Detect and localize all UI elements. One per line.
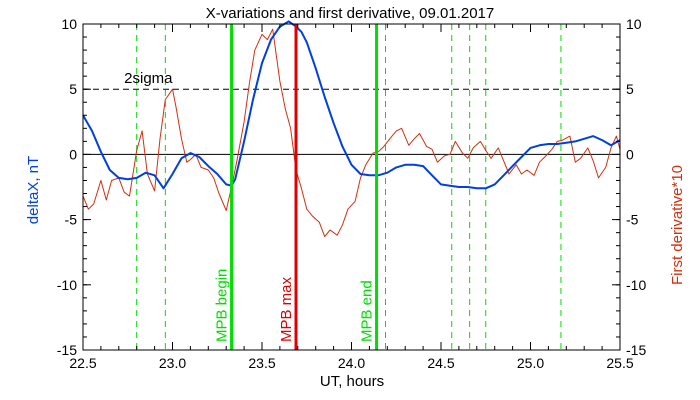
chart-title: X-variations and first derivative, 09.01… [206,5,495,22]
y-tick-label-right: -5 [626,212,639,228]
marker-layer: MPB begin MPB max MPB end [214,24,379,350]
y-tick-label-left: -5 [65,212,78,228]
marker-label-mpb-end: MPB end [359,280,376,342]
x-tick-label: 23.0 [159,355,186,371]
y-axis-title-right: First derivative*10 [669,165,686,285]
x-tick-label: 23.5 [248,355,275,371]
y-axis-title-left: deltaX, nT [25,156,42,224]
x-tick-label: 22.5 [69,355,96,371]
y-tick-label-left: 10 [61,16,77,32]
marker-label-mpb-max: MPB max [278,276,295,342]
series-deltax-line [82,20,621,190]
marker-label-mpb-begin: MPB begin [214,269,231,342]
y-tick-label-left: 5 [69,81,77,97]
y-tick-label-left: -10 [57,277,77,293]
reference-lines [83,24,620,350]
y-tick-label-right: 5 [626,81,634,97]
x-tick-label: 24.5 [427,355,454,371]
y-tick-label-right: 0 [626,146,634,162]
x-tick-label: 25.0 [517,355,544,371]
y-tick-label-left: -15 [57,342,77,358]
y-tick-label-right: -15 [626,342,646,358]
y-tick-label-right: -10 [626,277,646,293]
series-derivative-line [82,28,621,238]
y-tick-label-left: 0 [69,146,77,162]
x-tick-label: 24.0 [338,355,365,371]
x-axis-title: UT, hours [320,373,384,390]
threshold-label: 2sigma [124,70,173,87]
y-tick-label-right: 10 [626,16,642,32]
series-layer [82,20,621,238]
x-tick-label: 25.5 [606,355,633,371]
axis-layer: 22.5 23.0 23.5 24.0 24.5 25.0 25.5-15 -15-10 -10… [57,16,647,371]
